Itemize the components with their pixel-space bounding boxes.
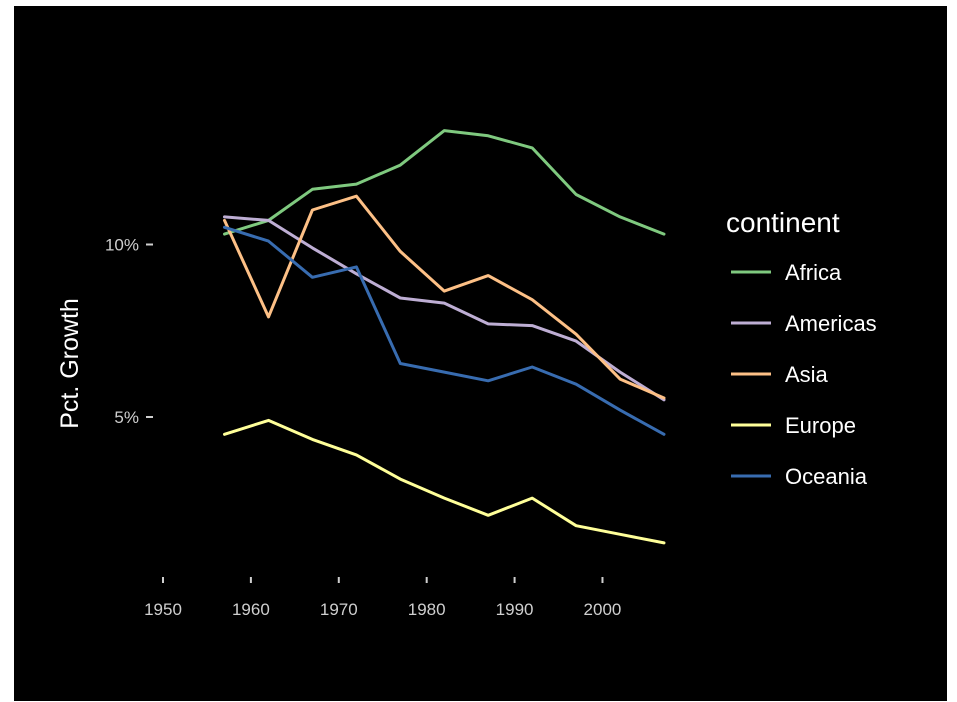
- x-tick-label-1970: 1970: [320, 600, 358, 619]
- series-line-europe: [223, 418, 666, 545]
- x-tick-label-1960: 1960: [232, 600, 270, 619]
- series-line-oceania: [223, 225, 666, 436]
- legend-label-europe: Europe: [785, 413, 856, 438]
- y-axis-title: Pct. Growth: [56, 298, 84, 429]
- legend: continent Africa Americas Asia Europe Oceani…: [726, 207, 877, 489]
- legend-label-asia: Asia: [785, 362, 829, 387]
- legend-label-americas: Americas: [785, 311, 877, 336]
- x-tick-label-2000: 2000: [584, 600, 622, 619]
- chart-panel: 1950 1960 1970 1980 1990 2000 5% 10% Pct. Grow…: [14, 6, 947, 701]
- plot-lines: [223, 129, 666, 545]
- series-line-americas: [223, 215, 666, 402]
- legend-label-africa: Africa: [785, 260, 842, 285]
- y-axis: 5% 10%: [105, 236, 153, 427]
- series-line-asia: [223, 194, 666, 400]
- series-line-africa: [223, 129, 666, 236]
- legend-title: continent: [726, 207, 840, 238]
- line-chart: 1950 1960 1970 1980 1990 2000 5% 10% Pct. Grow…: [56, 129, 877, 619]
- legend-label-oceania: Oceania: [785, 464, 868, 489]
- legend-items: Africa Americas Asia Europe Oceania: [731, 260, 877, 489]
- y-tick-label-10: 10%: [105, 236, 139, 255]
- x-tick-label-1990: 1990: [496, 600, 534, 619]
- x-tick-label-1980: 1980: [408, 600, 446, 619]
- x-tick-label-1950: 1950: [144, 600, 182, 619]
- y-tick-label-5: 5%: [114, 408, 139, 427]
- x-axis: 1950 1960 1970 1980 1990 2000: [144, 577, 621, 619]
